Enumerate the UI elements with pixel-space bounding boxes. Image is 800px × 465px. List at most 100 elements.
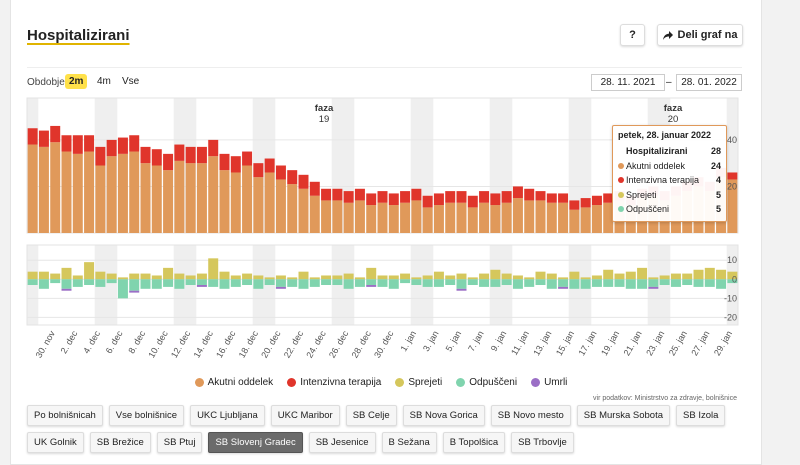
x-tick-label: 1. jan — [398, 329, 418, 353]
legend-item[interactable]: Akutni oddelek — [194, 377, 273, 388]
bar — [196, 279, 207, 285]
date-from[interactable]: 28. 11. 2021 — [591, 74, 665, 91]
bar — [275, 165, 286, 180]
date-separator: – — [666, 77, 672, 88]
bar — [185, 275, 196, 280]
bar — [558, 279, 569, 287]
bar — [332, 200, 343, 233]
period-option[interactable]: Vse — [122, 76, 140, 87]
filter-button[interactable]: SB Jesenice — [308, 432, 376, 453]
filter-button[interactable]: SB Novo mesto — [490, 405, 571, 426]
bar — [670, 279, 681, 287]
filter-button[interactable]: SB Murska Sobota — [576, 405, 671, 426]
filter-button[interactable]: UK Golnik — [27, 432, 84, 453]
bar — [727, 179, 738, 233]
filter-button[interactable]: SB Ptuj — [156, 432, 203, 453]
filter-button[interactable]: B Sežana — [381, 432, 437, 453]
bar — [72, 275, 83, 280]
bar — [253, 177, 264, 233]
tooltip-value: 28 — [710, 146, 721, 156]
bar — [298, 271, 309, 280]
bar — [433, 271, 444, 280]
bar — [411, 277, 422, 280]
filter-button[interactable]: SB Nova Gorica — [402, 405, 485, 426]
y-tick-label: -10 — [724, 293, 737, 303]
x-tick-label: 12. dec — [169, 329, 193, 360]
filter-button[interactable]: SB Trbovlje — [511, 432, 574, 453]
filter-button[interactable]: Vse bolnišnice — [108, 405, 185, 426]
bar — [479, 273, 490, 280]
tooltip-label: Sprejeti — [626, 189, 657, 200]
tooltip-label: Akutni oddelek — [626, 160, 686, 171]
bar — [106, 139, 117, 157]
legend-item[interactable]: Odpuščeni — [456, 377, 517, 388]
tooltip-row: Sprejeti 5 — [618, 188, 721, 203]
legend-item[interactable]: Intenzivna terapija — [287, 377, 381, 388]
bar — [196, 285, 207, 287]
bar — [27, 144, 38, 233]
bar — [366, 205, 377, 233]
x-tick-label: 22. dec — [282, 329, 306, 360]
bar — [287, 184, 298, 233]
bar — [727, 172, 738, 180]
filter-button[interactable]: UKC Ljubljana — [190, 405, 265, 426]
date-to[interactable]: 28. 01. 2022 — [676, 74, 742, 91]
filter-button[interactable]: Po bolnišnicah — [27, 405, 103, 426]
bar — [479, 191, 490, 203]
bar — [106, 273, 117, 280]
legend-item[interactable]: Sprejeti — [395, 377, 442, 388]
period-option[interactable]: 4m — [97, 76, 111, 87]
title: Hospitalizirani — [27, 27, 130, 44]
annotation-label: 20 — [668, 114, 679, 125]
tooltip-label: Odpuščeni — [626, 204, 670, 214]
filter-button[interactable]: SB Celje — [345, 405, 397, 426]
annotation-text: faza — [664, 103, 683, 114]
x-tick-label: 13. jan — [531, 329, 553, 357]
filter-button[interactable]: SB Brežice — [89, 432, 151, 453]
bar — [117, 279, 128, 299]
bar — [185, 279, 196, 285]
bar — [479, 202, 490, 233]
legend-label: Umrli — [544, 377, 568, 388]
filter-button[interactable]: SB Izola — [676, 405, 726, 426]
bar — [196, 163, 207, 233]
bar — [411, 188, 422, 201]
bar — [648, 286, 659, 289]
bar — [95, 271, 106, 280]
share-button[interactable]: Deli graf na — [657, 24, 743, 46]
bar — [479, 279, 490, 287]
bar — [230, 172, 241, 233]
bar — [456, 202, 467, 233]
tooltip: petek, 28. januar 2022 Hospitalizirani 28… — [612, 125, 727, 222]
bar — [467, 195, 478, 208]
bar — [163, 170, 174, 233]
x-tick-label: 24. dec — [304, 329, 328, 360]
bar — [253, 275, 264, 280]
filter-button[interactable]: UKC Maribor — [270, 405, 340, 426]
bar — [535, 191, 546, 201]
bar — [321, 200, 332, 233]
bar — [84, 262, 95, 280]
bar — [535, 279, 546, 285]
filter-button[interactable]: SB Slovenj Gradec — [208, 432, 303, 453]
period-option[interactable]: 2m — [65, 74, 88, 89]
bar — [445, 191, 456, 203]
bar — [535, 200, 546, 233]
help-button[interactable]: ? — [620, 24, 645, 46]
legend: Akutni oddelek Intenzivna terapija Sprejet… — [0, 377, 762, 388]
bar — [343, 273, 354, 280]
bar — [287, 279, 298, 287]
filter-button[interactable]: B Topolšica — [442, 432, 506, 453]
bar — [569, 209, 580, 233]
legend-label: Odpuščeni — [469, 377, 518, 388]
legend-item[interactable]: Umrli — [531, 377, 567, 388]
bar — [309, 279, 320, 287]
bar — [50, 142, 61, 233]
tooltip-label: Hospitalizirani — [626, 146, 688, 156]
bar — [388, 193, 399, 206]
bar — [377, 202, 388, 233]
bar — [546, 273, 557, 280]
share-icon — [662, 30, 673, 40]
bar — [50, 273, 61, 280]
bar — [208, 156, 219, 233]
